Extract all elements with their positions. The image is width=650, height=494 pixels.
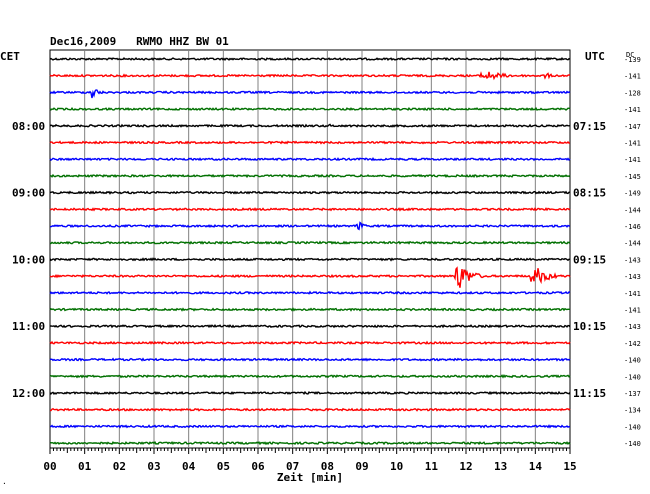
- seismic-trace-13: [49, 266, 571, 288]
- seismic-trace-2: [49, 89, 571, 99]
- seismic-trace-15: [49, 307, 571, 312]
- seismic-trace-4: [49, 123, 571, 129]
- x-tick-label: 02: [113, 460, 126, 473]
- x-tick-label: 00: [43, 460, 56, 473]
- right-hour-label: 09:15: [573, 253, 606, 266]
- dc-value-label: -142: [624, 340, 641, 348]
- right-hour-label: 11:15: [573, 387, 606, 400]
- seismic-trace-20: [49, 390, 571, 396]
- right-timezone-label: UTC: [585, 50, 605, 63]
- seismic-trace-23: [49, 440, 571, 446]
- seismic-trace-21: [49, 407, 571, 412]
- dc-value-label: -146: [624, 223, 641, 231]
- seismic-trace-5: [49, 140, 571, 145]
- corner-mark: .: [2, 477, 7, 486]
- dc-value-label: -128: [624, 89, 641, 97]
- dc-value-label: -143: [624, 256, 641, 264]
- dc-value-label: -134: [624, 407, 641, 415]
- dc-value-label: -140: [624, 373, 641, 381]
- x-tick-label: 09: [355, 460, 368, 473]
- left-hour-labels: 08:00 09:00 10:00 11:00 12:00: [12, 120, 45, 400]
- seismic-trace-9: [49, 207, 571, 212]
- grid-lines: [84, 50, 536, 448]
- dc-value-label: -141: [624, 156, 641, 164]
- dc-value-label: -141: [624, 290, 641, 298]
- right-hour-label: 10:15: [573, 320, 606, 333]
- x-tick-label: 11: [425, 460, 439, 473]
- seismic-trace-12: [49, 257, 571, 262]
- dc-value-label: -144: [624, 240, 641, 248]
- x-axis-ticks: 00 01 02 03 04 05 06 07 08 09 10 11 12 13 14 15: [43, 448, 577, 473]
- x-tick-label: 10: [390, 460, 403, 473]
- dc-value-label: -141: [624, 106, 641, 114]
- x-tick-label: 03: [147, 460, 160, 473]
- right-hour-label: 07:15: [573, 120, 606, 133]
- seismic-trace-1: [49, 71, 570, 81]
- trace-group: [49, 56, 571, 446]
- dc-value-label: -149: [624, 190, 641, 198]
- seismic-trace-7: [49, 173, 571, 179]
- left-hour-label: 09:00: [12, 187, 45, 200]
- dc-value-label: -140: [624, 423, 641, 431]
- x-tick-label: 01: [78, 460, 92, 473]
- dc-value-label: -145: [624, 173, 641, 181]
- x-tick-label: 12: [459, 460, 472, 473]
- dc-value-label: -140: [624, 440, 641, 448]
- dc-value-label: -141: [624, 140, 641, 148]
- right-hour-label: 08:15: [573, 187, 606, 200]
- seismic-trace-3: [49, 106, 571, 112]
- dc-value-label: -143: [624, 323, 641, 331]
- x-tick-label: 04: [182, 460, 196, 473]
- seismic-trace-19: [50, 374, 571, 379]
- dc-value-label: -137: [624, 390, 641, 398]
- chart-title: Dec16,2009 RWMO HHZ BW 01: [50, 35, 229, 48]
- x-tick-label: 07: [286, 460, 299, 473]
- x-axis-label: Zeit [min]: [277, 471, 343, 484]
- seismic-trace-14: [49, 290, 571, 295]
- seismic-trace-18: [49, 357, 571, 362]
- seismic-trace-22: [50, 424, 571, 429]
- x-tick-label: 05: [217, 460, 230, 473]
- x-tick-label: 06: [251, 460, 265, 473]
- dc-value-label: -140: [624, 357, 641, 365]
- dc-value-label: -144: [624, 206, 641, 214]
- dc-value-label: -143: [624, 273, 641, 281]
- left-hour-label: 08:00: [12, 120, 45, 133]
- x-tick-label: 15: [563, 460, 576, 473]
- left-hour-label: 10:00: [12, 253, 45, 266]
- dc-value-label: -141: [624, 307, 641, 315]
- x-tick-label: 08: [321, 460, 334, 473]
- seismic-trace-10: [50, 221, 571, 231]
- x-tick-label: 14: [529, 460, 543, 473]
- left-hour-label: 12:00: [12, 387, 45, 400]
- dc-header-label: DC: [626, 51, 634, 59]
- seismic-trace-0: [49, 56, 571, 62]
- x-tick-label: 13: [494, 460, 507, 473]
- left-hour-label: 11:00: [12, 320, 45, 333]
- seismic-trace-8: [49, 190, 571, 195]
- dc-value-label: -139: [624, 56, 641, 64]
- dc-value-label: -141: [624, 73, 641, 81]
- seismic-trace-16: [49, 324, 571, 329]
- seismic-trace-11: [49, 240, 571, 245]
- dc-value-labels: -139 -141 -128 -141 -147 -141 -141 -145 -149 -144…: [624, 56, 641, 448]
- seismic-trace-17: [49, 340, 571, 345]
- dc-value-label: -147: [624, 123, 641, 131]
- right-hour-labels: 07:15 08:15 09:15 10:15 11:15: [573, 120, 606, 400]
- left-timezone-label: CET: [0, 50, 20, 63]
- seismic-trace-6: [49, 157, 571, 162]
